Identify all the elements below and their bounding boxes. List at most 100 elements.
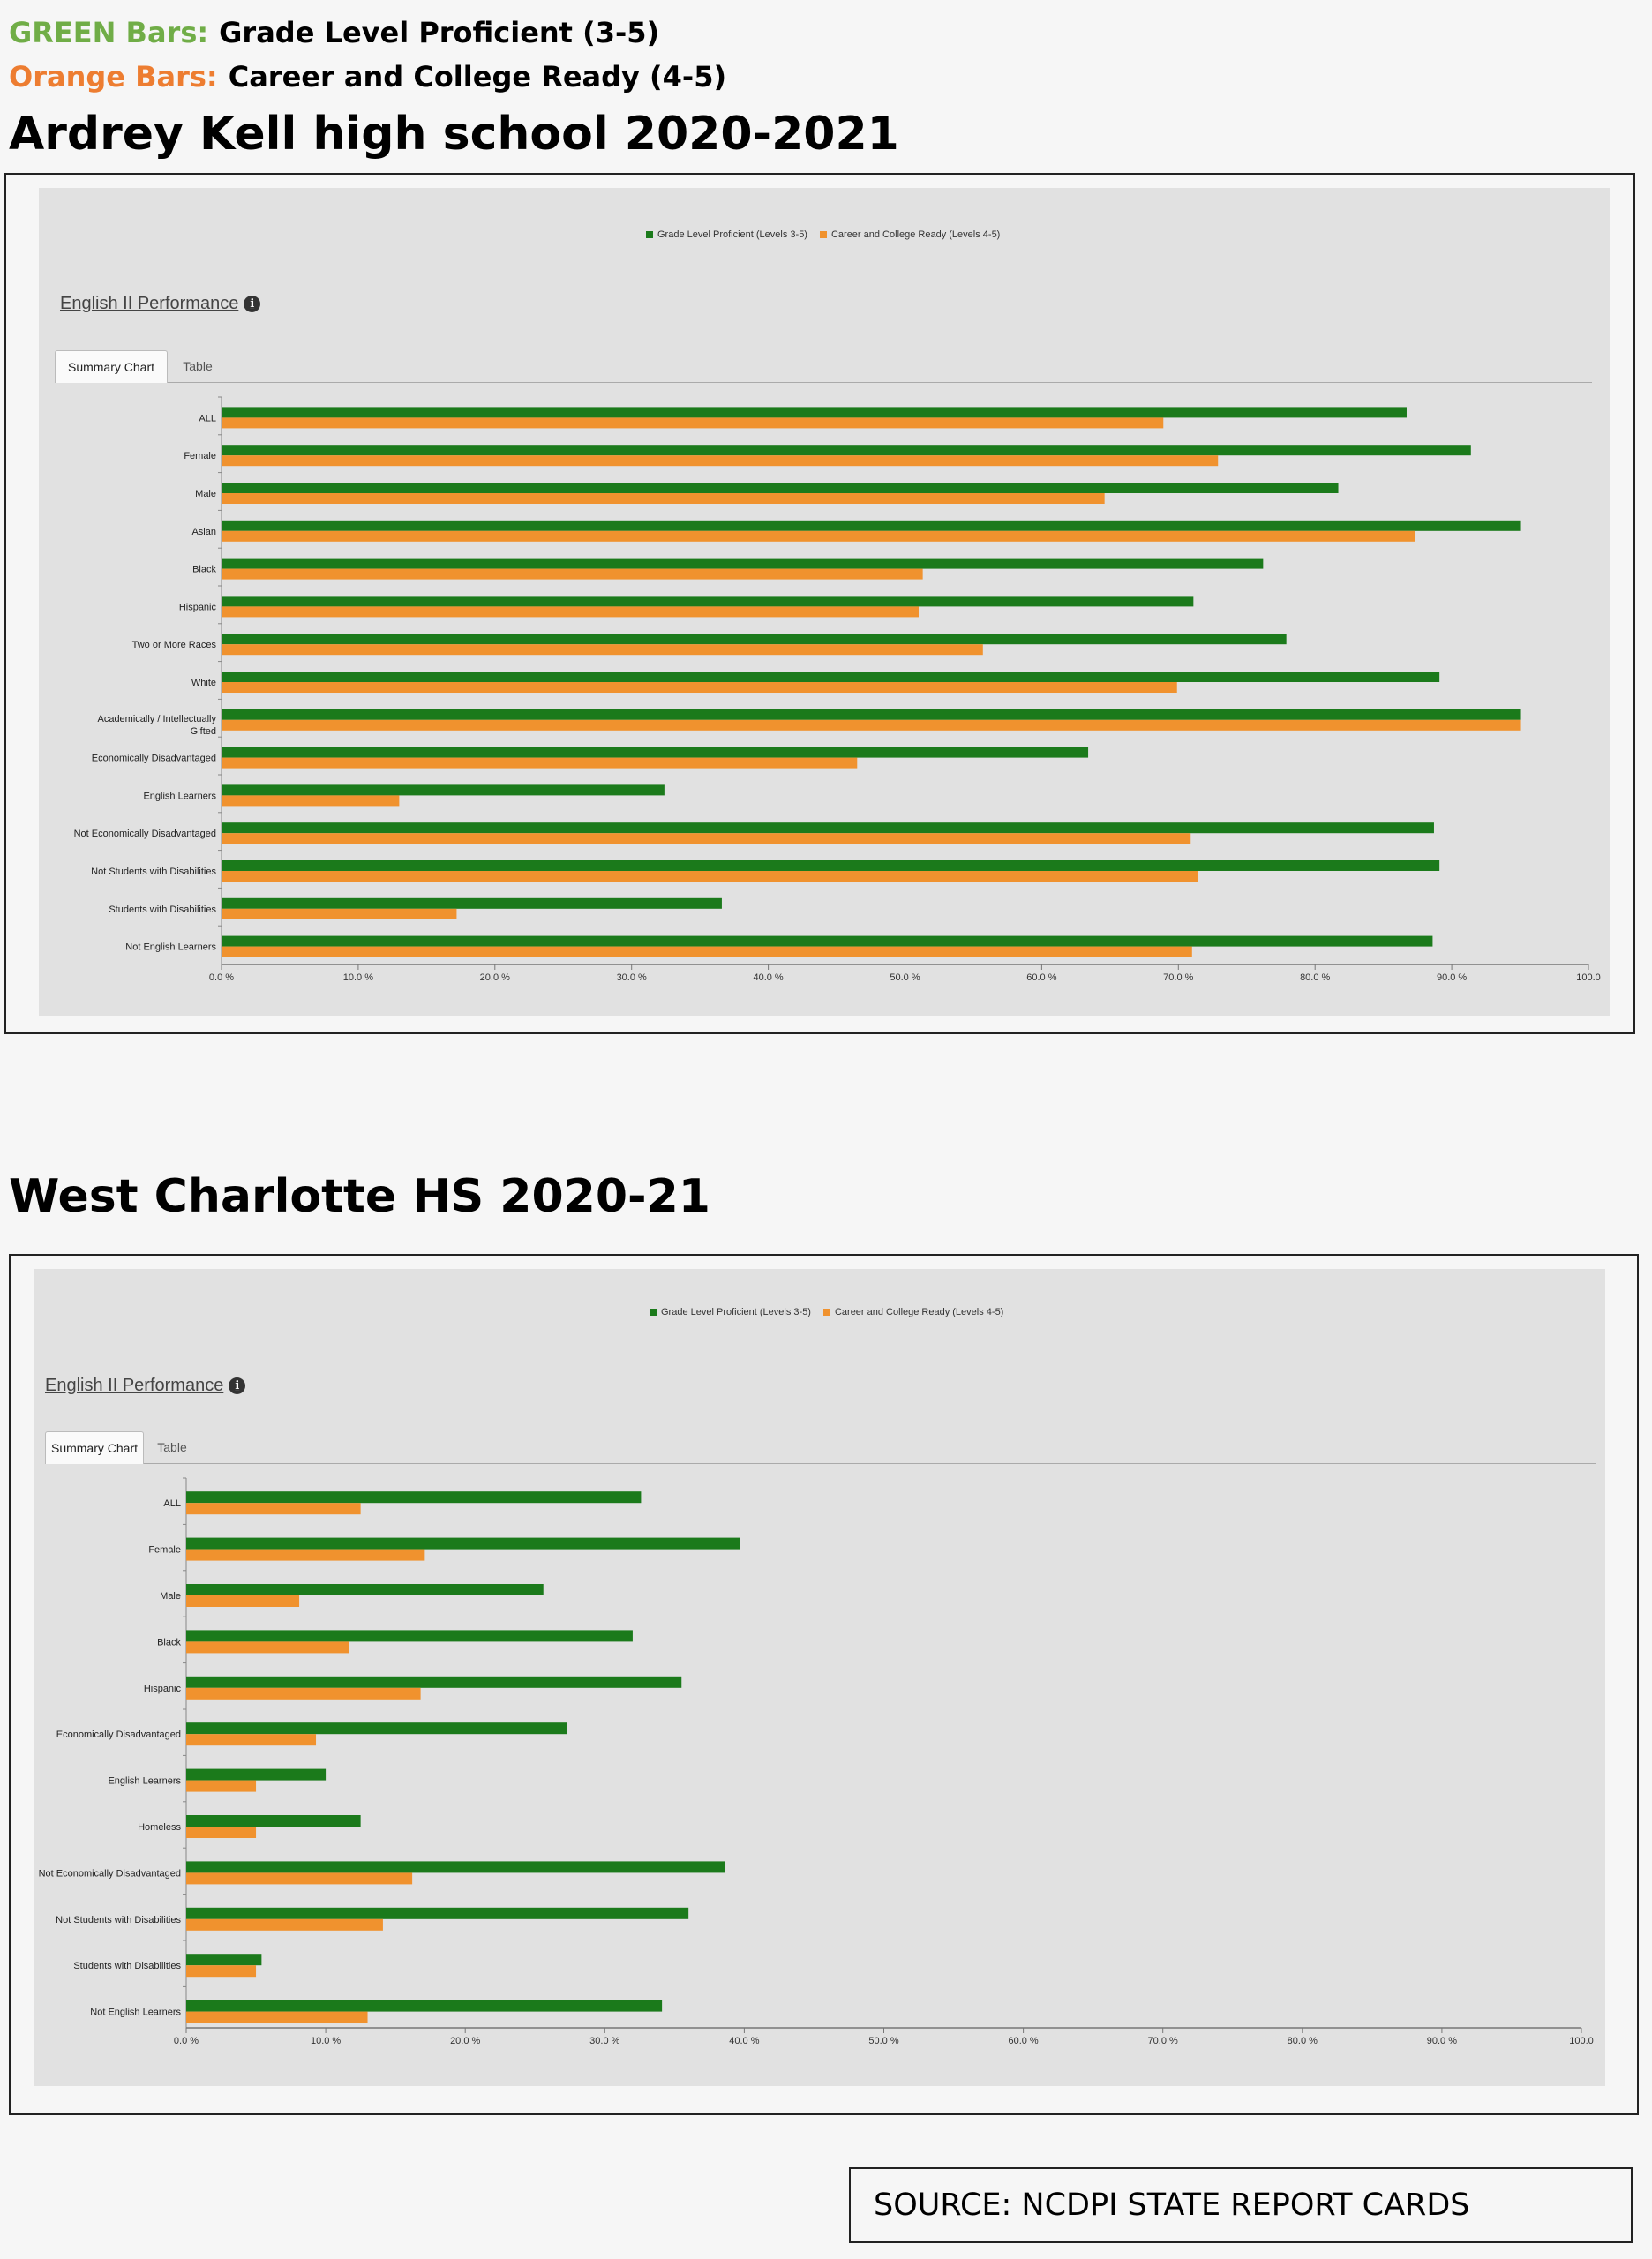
x-tick-label: 40.0 % [729, 2036, 759, 2046]
bar-ccr-not-economically-disadvantaged [222, 833, 1191, 844]
info-icon[interactable]: i [244, 296, 261, 312]
x-tick-label: 20.0 % [450, 2036, 480, 2046]
x-tick-label: 30.0 % [589, 2036, 620, 2046]
bar-ccr-male [222, 493, 1105, 504]
legend-item-proficient: Grade Level Proficient (Levels 3-5) [650, 1307, 811, 1317]
category-label-asian: Asian [191, 527, 216, 537]
category-label-male: Male [195, 489, 216, 499]
tab-table[interactable]: Table [157, 1440, 187, 1454]
orange-key-label: Orange Bars: [9, 60, 218, 94]
bar-proficient-white [222, 672, 1440, 682]
bar-ccr-female [186, 1549, 425, 1561]
bar-proficient-hispanic [222, 596, 1194, 607]
bar-ccr-english-learners [222, 795, 400, 807]
tab-table[interactable]: Table [183, 359, 213, 373]
legend-label: Career and College Ready (Levels 4-5) [830, 229, 1001, 240]
bar-ccr-male [186, 1595, 300, 1607]
green-key-description: Grade Level Proficient (3-5) [219, 16, 660, 49]
chart-legend: Grade Level Proficient (Levels 3-5) Care… [646, 229, 1000, 240]
category-label-not-students-with-disabilities: Not Students with Disabilities [56, 1915, 181, 1925]
bar-ccr-female [222, 455, 1219, 467]
orange-key-description: Career and College Ready (4-5) [228, 60, 727, 94]
bar-proficient-english-learners [186, 1768, 327, 1781]
category-label-hispanic: Hispanic [144, 1684, 182, 1694]
category-label-academically-intellectually-gifted: Academically / Intellectually Gifted [97, 714, 216, 737]
source-text: SOURCE: NCDPI STATE REPORT CARDS [874, 2188, 1470, 2223]
bar-ccr-not-english-learners [222, 946, 1192, 957]
bar-proficient-female [222, 445, 1471, 456]
legend-item-ccr: Career and College Ready (Levels 4-5) [822, 1307, 1004, 1317]
performance-title-text: English II Performance [45, 1376, 224, 1395]
bar-ccr-all [186, 1503, 361, 1515]
legend-swatch-orange [822, 1309, 830, 1316]
x-tick-label: 0.0 % [209, 972, 234, 983]
x-tick-label: 50.0 % [868, 2036, 898, 2046]
x-tick-label: 60.0 % [1008, 2036, 1038, 2046]
bar-ccr-asian [222, 530, 1415, 542]
bar-proficient-not-english-learners [222, 935, 1433, 947]
legend-swatch-orange [819, 231, 827, 238]
orange-bars-key: Orange Bars: Career and College Ready (4-… [9, 60, 726, 94]
bar-ccr-all [222, 417, 1164, 429]
category-label-white: White [191, 678, 216, 688]
bar-proficient-academically-intellectually-gifted [222, 709, 1521, 720]
category-label-male: Male [160, 1591, 181, 1602]
x-tick-label: 100.0 [1569, 2036, 1594, 2046]
bar-ccr-homeless [186, 1827, 257, 1838]
green-key-label: GREEN Bars: [9, 16, 209, 49]
bar-proficient-economically-disadvantaged [186, 1722, 567, 1735]
category-label-students-with-disabilities: Students with Disabilities [109, 904, 216, 915]
category-label-not-english-learners: Not English Learners [125, 942, 216, 953]
bar-ccr-not-english-learners [186, 2011, 368, 2023]
x-tick-label: 60.0 % [1026, 972, 1056, 983]
x-tick-label: 100.0 [1576, 972, 1601, 983]
legend-item-proficient: Grade Level Proficient (Levels 3-5) [646, 229, 807, 240]
bar-proficient-black [186, 1630, 633, 1642]
x-tick-label: 0.0 % [174, 2036, 199, 2046]
category-label-female: Female [148, 1545, 181, 1556]
performance-title[interactable]: English II Performance i [45, 1376, 246, 1396]
category-label-economically-disadvantaged: Economically Disadvantaged [56, 1730, 181, 1740]
bar-ccr-economically-disadvantaged [186, 1734, 317, 1746]
bar-ccr-black [186, 1641, 349, 1654]
category-label-black: Black [192, 565, 216, 575]
school-title-west-charlotte: West Charlotte HS 2020-21 [9, 1170, 710, 1223]
bar-chart-ardrey-kell: ALL Female Male Asian Black Hispanic Two or Mo… [74, 396, 1601, 983]
chart-panel: Grade Level Proficient (Levels 3-5) Care… [34, 1269, 1605, 2086]
bar-proficient-hispanic [186, 1676, 682, 1688]
bar-ccr-english-learners [186, 1780, 257, 1792]
chart-frame-west-charlotte: Grade Level Proficient (Levels 3-5) Care… [9, 1254, 1639, 2115]
legend-label: Grade Level Proficient (Levels 3-5) [657, 229, 807, 240]
category-label-black: Black [157, 1637, 181, 1647]
x-tick-label: 90.0 % [1427, 2036, 1457, 2046]
bar-proficient-economically-disadvantaged [222, 747, 1089, 758]
bar-ccr-hispanic [222, 606, 919, 618]
category-label-female: Female [184, 451, 216, 462]
source-box: SOURCE: NCDPI STATE REPORT CARDS [849, 2167, 1633, 2243]
bar-proficient-not-economically-disadvantaged [222, 822, 1434, 834]
bar-ccr-hispanic [186, 1687, 421, 1700]
category-label-not-students-with-disabilities: Not Students with Disabilities [91, 867, 216, 877]
category-label-not-economically-disadvantaged: Not Economically Disadvantaged [39, 1868, 181, 1879]
bar-proficient-not-students-with-disabilities [222, 860, 1440, 871]
chart-tabs: Summary Chart Table [55, 350, 1592, 383]
bar-proficient-all [186, 1491, 642, 1504]
legend-item-ccr: Career and College Ready (Levels 4-5) [819, 229, 1001, 240]
category-label-not-economically-disadvantaged: Not Economically Disadvantaged [74, 829, 216, 839]
bar-proficient-not-economically-disadvantaged [186, 1861, 725, 1873]
performance-title[interactable]: English II Performance i [60, 294, 261, 314]
legend-label: Grade Level Proficient (Levels 3-5) [661, 1307, 811, 1317]
bar-ccr-not-students-with-disabilities [222, 871, 1198, 882]
category-label-english-learners: English Learners [143, 791, 216, 801]
chart-frame-ardrey-kell: Grade Level Proficient (Levels 3-5) Care… [4, 173, 1635, 1034]
legend-label: Career and College Ready (Levels 4-5) [834, 1307, 1004, 1317]
category-label-english-learners: English Learners [108, 1776, 181, 1787]
tab-summary-chart[interactable]: Summary Chart [45, 1431, 144, 1464]
x-tick-label: 30.0 % [617, 972, 647, 983]
info-icon[interactable]: i [229, 1377, 246, 1394]
tab-summary-chart[interactable]: Summary Chart [55, 350, 168, 383]
category-label-two-or-more-races: Two or More Races [132, 640, 217, 650]
category-label-all: ALL [199, 413, 216, 424]
bar-proficient-black [222, 558, 1264, 569]
x-tick-label: 40.0 % [753, 972, 783, 983]
